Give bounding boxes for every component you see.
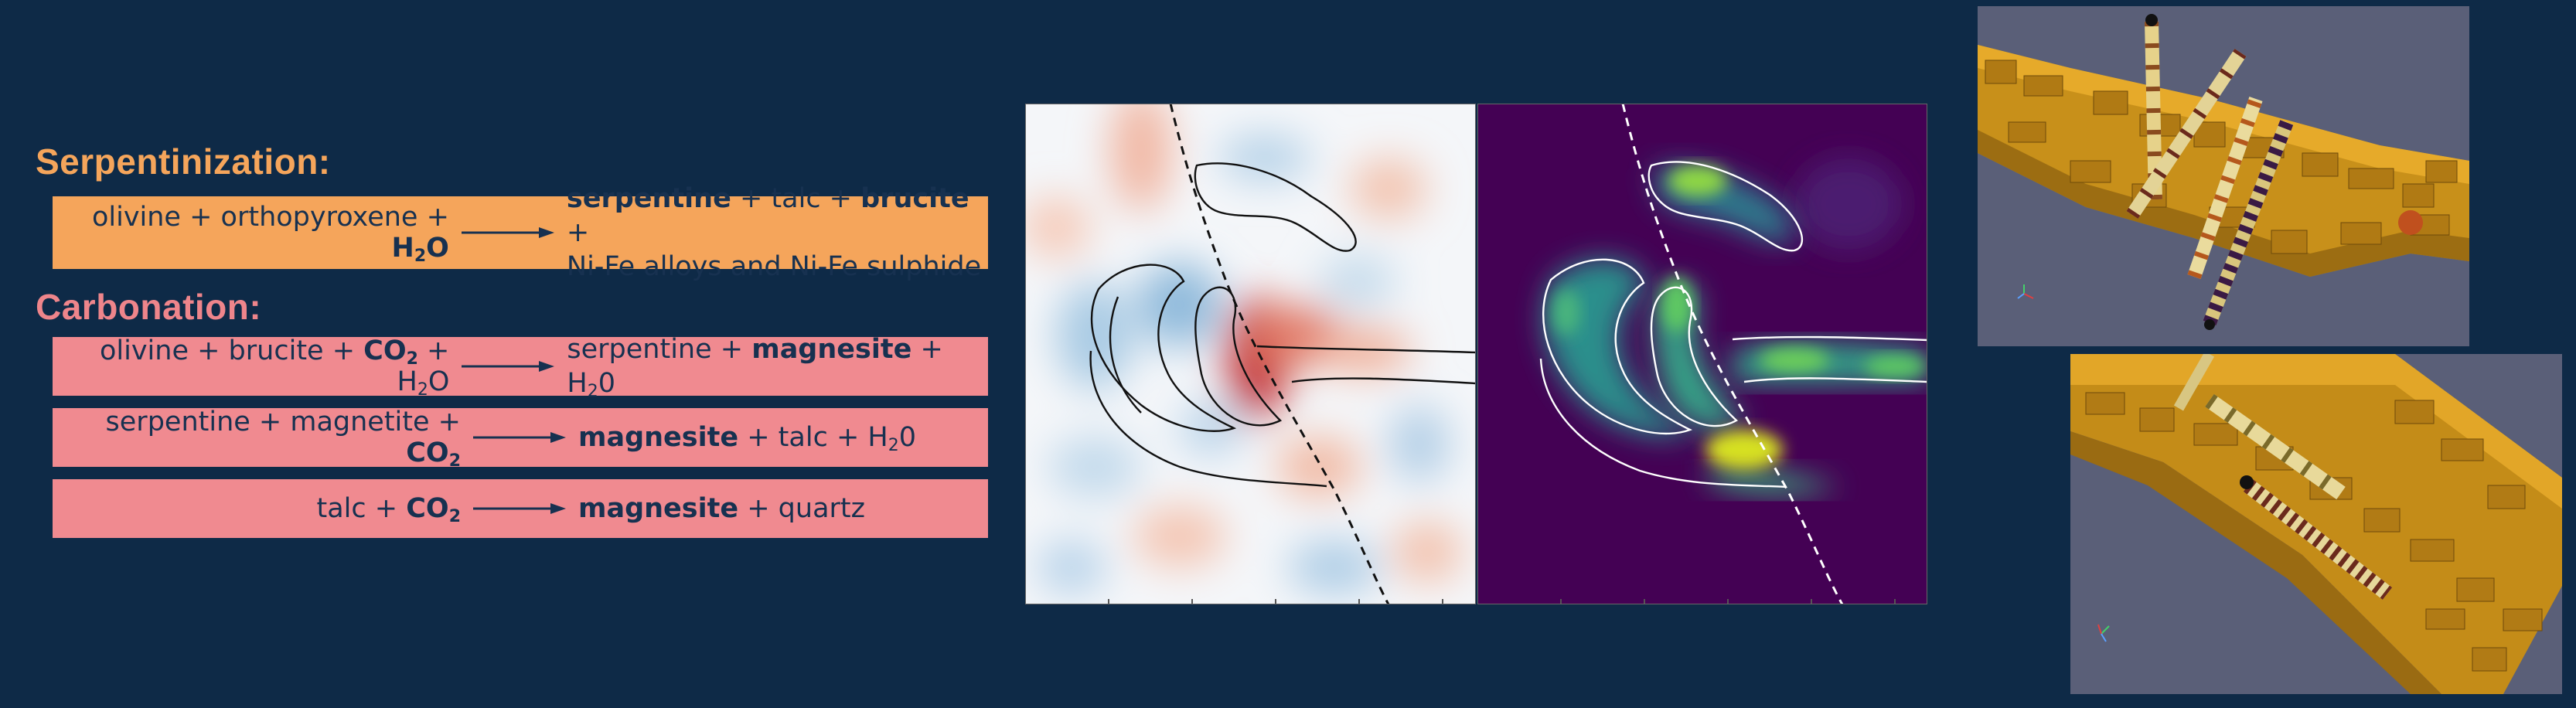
probability-map (1477, 104, 1927, 604)
probability-field (1543, 158, 1927, 494)
reaction-products: magnesite + talc + H20 (578, 422, 917, 455)
contour-east-lower (1291, 377, 1476, 385)
reaction-products: serpentine + talc + brucite + Ni-Fe allo… (566, 183, 982, 282)
contour-west-inner (1109, 296, 1142, 414)
carbonation-reaction-1: olivine + brucite + CO2 + H2O serpentine… (53, 334, 988, 400)
drillhole-2 (2126, 49, 2247, 219)
axis-triad-icon (2097, 624, 2110, 642)
contour-southern-arc (1539, 358, 1787, 488)
contour-east-upper (1732, 335, 1927, 342)
reaction-reactants: olivine + brucite + CO2 + H2O (99, 335, 450, 400)
fault-trace-dashed (1621, 104, 1844, 604)
carbonation-reaction-3: talc + CO2 magnesite + quartz (53, 479, 988, 538)
contour-north (1647, 161, 1804, 252)
drillhole-1 (2173, 354, 2215, 411)
marker-sphere (2398, 210, 2423, 235)
drillhole-3 (2187, 97, 2263, 279)
contour-west-loop (1090, 264, 1237, 432)
reaction-arrow-icon (461, 227, 554, 238)
contour-north (1194, 162, 1357, 252)
voxel-model-view-top (1978, 6, 2469, 346)
drillhole-4 (2203, 119, 2294, 330)
reaction-arrow-icon (462, 361, 555, 372)
reaction-products: serpentine + magnesite + H20 (567, 334, 943, 401)
probability-contours (1539, 161, 1927, 488)
map-ticks (1108, 599, 1443, 604)
reaction-reactants: talc + CO2 (316, 493, 461, 526)
contour-southern-arc (1089, 350, 1327, 488)
map-ticks (1560, 599, 1896, 604)
residual-anomaly-map (1025, 104, 1476, 604)
contour-inner-loop (1650, 286, 1739, 427)
voxel-steps (2085, 392, 2543, 672)
drillhole-2 (2205, 393, 2346, 500)
serpentinization-heading: Serpentinization: (36, 141, 331, 182)
carbonation-heading: Carbonation: (36, 287, 262, 327)
reaction-reactants: serpentine + magnetite + CO2 (105, 407, 461, 471)
contour-west-loop (1542, 258, 1693, 435)
anomaly-field (1025, 104, 1462, 594)
reaction-reactants: olivine + orthopyroxene + H2O (91, 202, 449, 266)
voxel-model-view-bottom (2070, 354, 2562, 694)
axis-triad-icon (2017, 284, 2034, 299)
serpentinization-reaction: olivine + orthopyroxene + H2O serpentine… (53, 183, 988, 282)
reaction-arrow-icon (473, 503, 566, 514)
contour-east-upper (1256, 345, 1476, 354)
contour-east-lower (1743, 377, 1927, 383)
carbonation-reaction-2: serpentine + magnetite + CO2 magnesite +… (53, 407, 988, 471)
reaction-products: magnesite + quartz (578, 493, 866, 524)
reaction-arrow-icon (473, 432, 566, 443)
fault-trace-dashed (1169, 104, 1390, 604)
drillhole-3 (2240, 475, 2393, 600)
